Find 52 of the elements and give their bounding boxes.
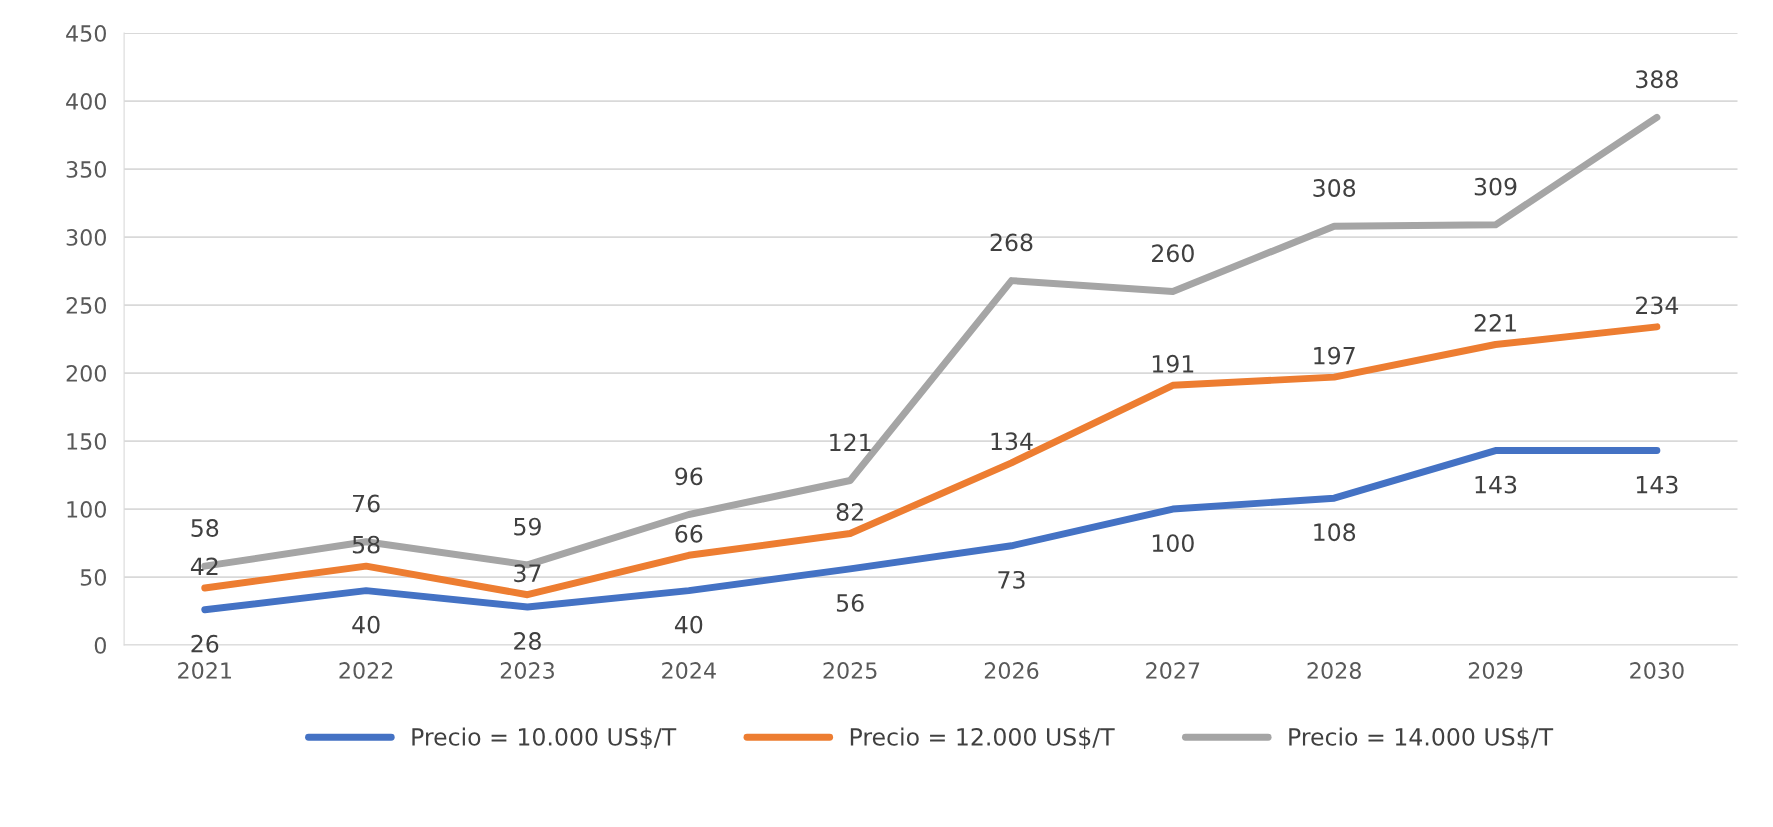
data-label: 134 [991,432,1033,451]
y-tick-label: 50 [80,569,106,586]
data-label: 66 [675,524,703,543]
data-label: 260 [1152,244,1194,263]
data-label: 388 [1636,70,1678,89]
data-label: 56 [836,594,864,612]
y-tick-label: 100 [67,501,106,518]
x-tick-label: 2030 [1630,662,1684,679]
y-tick-label: 350 [66,161,106,178]
data-label: 82 [836,503,863,521]
data-label: 96 [675,467,703,486]
data-label: 191 [1152,354,1194,373]
x-tick-label: 2021 [178,662,232,679]
data-label: 40 [352,615,380,634]
y-tick-label: 450 [66,25,106,42]
data-label: 143 [1636,475,1678,494]
data-label: 37 [514,564,541,583]
data-label: 143 [1475,475,1517,494]
data-label: 268 [990,233,1033,252]
x-tick-label: 2027 [1146,662,1200,679]
y-tick-label: 200 [66,365,106,382]
x-tick-label: 2022 [339,662,393,679]
data-label: 308 [1313,179,1356,197]
data-label: 221 [1474,314,1516,332]
data-label: 121 [830,433,871,451]
data-label: 58 [191,519,219,537]
legend-label: Precio = 12.000 US$/T [850,727,1115,749]
x-tick-label: 2029 [1468,662,1523,679]
data-label: 76 [353,494,380,513]
data-label: 26 [191,634,219,653]
y-tick-label: 250 [66,297,106,314]
x-tick-label: 2023 [500,662,554,679]
x-tick-label: 2026 [984,662,1039,679]
data-label: 59 [514,517,541,536]
x-tick-label: 2028 [1307,662,1361,679]
y-tick-label: 150 [67,433,106,450]
x-tick-label: 2024 [662,662,716,679]
y-tick-label: 400 [66,93,106,110]
data-label: 197 [1314,346,1355,365]
data-label: 108 [1314,523,1356,542]
data-label: 234 [1636,296,1679,315]
y-tick-label: 0 [94,637,106,654]
y-tick-label: 300 [66,229,106,246]
legend-label: Precio = 10.000 US$/T [412,727,677,749]
data-label: 309 [1474,177,1517,196]
data-label: 73 [998,570,1025,589]
x-tick-label: 2025 [823,662,877,679]
data-label: 100 [1152,534,1194,553]
data-label: 40 [674,615,703,634]
data-label: 28 [514,632,541,650]
legend-label: Precio = 14.000 US$/T [1289,727,1554,749]
data-label: 42 [190,557,218,576]
